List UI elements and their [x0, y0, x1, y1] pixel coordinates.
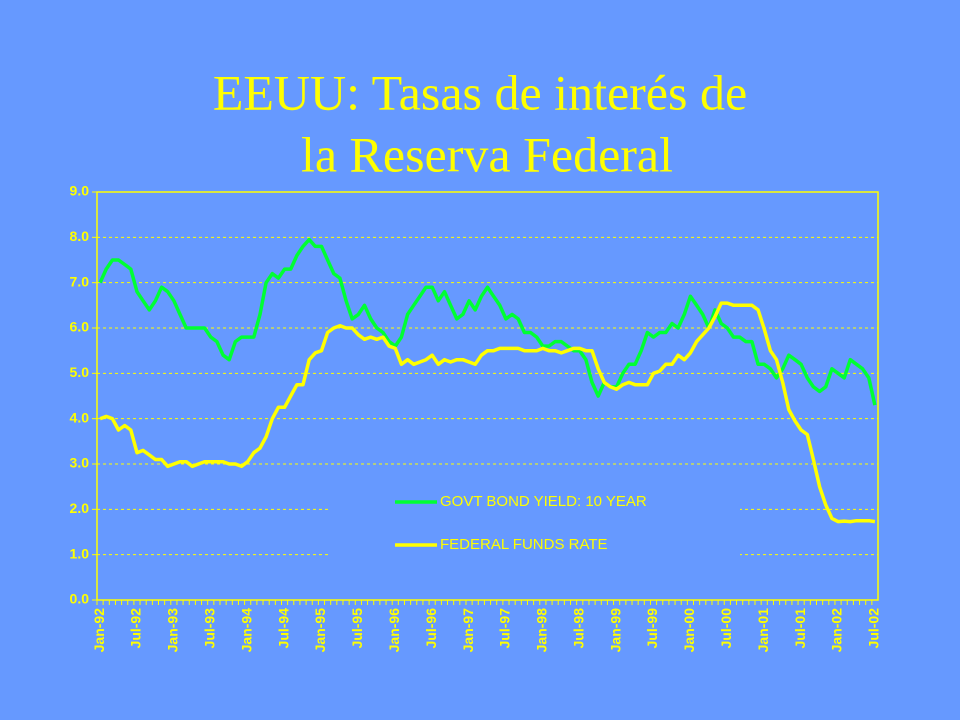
x-tick-label: Jan-02: [829, 608, 845, 653]
x-tick-label: Jan-92: [91, 608, 107, 653]
x-tick-label: Jan-93: [165, 608, 181, 653]
y-tick-label: 9.0: [70, 183, 90, 199]
x-tick-label: Jul-96: [423, 608, 439, 649]
x-tick-label: Jan-00: [681, 608, 697, 653]
x-tick-label: Jan-97: [460, 608, 476, 653]
y-tick-label: 7.0: [70, 273, 90, 289]
x-tick-label: Jul-94: [275, 608, 291, 649]
y-tick-label: 2.0: [70, 500, 90, 516]
legend-box: [330, 482, 740, 580]
series-line: [99, 301, 876, 524]
x-tick-label: Jul-00: [718, 608, 734, 649]
y-tick-label: 0.0: [70, 591, 90, 607]
x-tick-label: Jul-02: [866, 608, 882, 649]
legend-label: FEDERAL FUNDS RATE: [440, 536, 608, 553]
chart-title: EEUU: Tasas de interés de: [213, 64, 747, 120]
x-tick-label: Jul-01: [792, 608, 808, 649]
x-tick-label: Jan-99: [607, 608, 623, 653]
x-tick-label: Jan-01: [755, 608, 771, 653]
x-tick-label: Jul-97: [497, 608, 513, 649]
x-tick-label: Jul-92: [128, 608, 144, 649]
x-tick-label: Jul-93: [201, 608, 217, 649]
y-tick-label: 4.0: [70, 409, 90, 425]
x-tick-label: Jan-96: [386, 608, 402, 653]
series-line: [98, 237, 877, 406]
chart-title: la Reserva Federal: [301, 126, 673, 182]
x-tick-label: Jul-98: [570, 608, 586, 649]
y-tick-label: 5.0: [70, 364, 90, 380]
x-tick-label: Jul-95: [349, 608, 365, 649]
y-tick-label: 6.0: [70, 319, 90, 335]
y-tick-label: 1.0: [70, 545, 90, 561]
x-tick-label: Jan-98: [534, 608, 550, 653]
y-tick-label: 8.0: [70, 228, 90, 244]
x-tick-label: Jan-95: [312, 608, 328, 653]
y-tick-label: 3.0: [70, 455, 90, 471]
plot-frame: [96, 191, 879, 601]
x-tick-label: Jul-99: [644, 608, 660, 649]
legend-label: GOVT BOND YIELD: 10 YEAR: [440, 493, 647, 510]
x-tick-label: Jan-94: [238, 608, 254, 653]
